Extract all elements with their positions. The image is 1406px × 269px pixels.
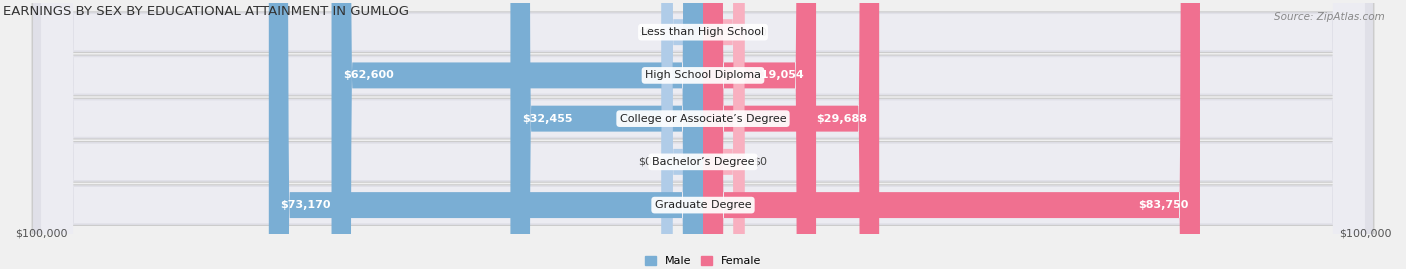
FancyBboxPatch shape — [32, 0, 1374, 269]
Text: $19,054: $19,054 — [754, 70, 804, 80]
Text: $83,750: $83,750 — [1137, 200, 1188, 210]
FancyBboxPatch shape — [41, 0, 1365, 269]
Text: $0: $0 — [754, 157, 768, 167]
FancyBboxPatch shape — [41, 0, 1365, 269]
Legend: Male, Female: Male, Female — [641, 252, 765, 269]
Text: College or Associate’s Degree: College or Associate’s Degree — [620, 114, 786, 124]
FancyBboxPatch shape — [703, 0, 745, 269]
FancyBboxPatch shape — [661, 0, 703, 269]
FancyBboxPatch shape — [32, 0, 1374, 269]
Text: $32,455: $32,455 — [522, 114, 572, 124]
Text: $73,170: $73,170 — [281, 200, 332, 210]
Text: Source: ZipAtlas.com: Source: ZipAtlas.com — [1274, 12, 1385, 22]
FancyBboxPatch shape — [703, 0, 1199, 269]
Text: $29,688: $29,688 — [817, 114, 868, 124]
FancyBboxPatch shape — [661, 0, 703, 269]
Text: Bachelor’s Degree: Bachelor’s Degree — [652, 157, 754, 167]
Text: EARNINGS BY SEX BY EDUCATIONAL ATTAINMENT IN GUMLOG: EARNINGS BY SEX BY EDUCATIONAL ATTAINMEN… — [3, 5, 409, 18]
FancyBboxPatch shape — [41, 0, 1365, 269]
Text: $100,000: $100,000 — [14, 228, 67, 238]
FancyBboxPatch shape — [703, 0, 879, 269]
FancyBboxPatch shape — [41, 0, 1365, 269]
Text: $0: $0 — [638, 27, 652, 37]
Text: Graduate Degree: Graduate Degree — [655, 200, 751, 210]
FancyBboxPatch shape — [32, 0, 1374, 269]
FancyBboxPatch shape — [703, 0, 745, 269]
Text: $0: $0 — [638, 157, 652, 167]
Text: Less than High School: Less than High School — [641, 27, 765, 37]
Text: $62,600: $62,600 — [343, 70, 394, 80]
FancyBboxPatch shape — [32, 0, 1374, 269]
FancyBboxPatch shape — [703, 0, 815, 269]
FancyBboxPatch shape — [32, 0, 1374, 269]
Text: $0: $0 — [754, 27, 768, 37]
FancyBboxPatch shape — [269, 0, 703, 269]
Text: High School Diploma: High School Diploma — [645, 70, 761, 80]
Text: $100,000: $100,000 — [1339, 228, 1392, 238]
FancyBboxPatch shape — [510, 0, 703, 269]
FancyBboxPatch shape — [41, 0, 1365, 269]
FancyBboxPatch shape — [332, 0, 703, 269]
